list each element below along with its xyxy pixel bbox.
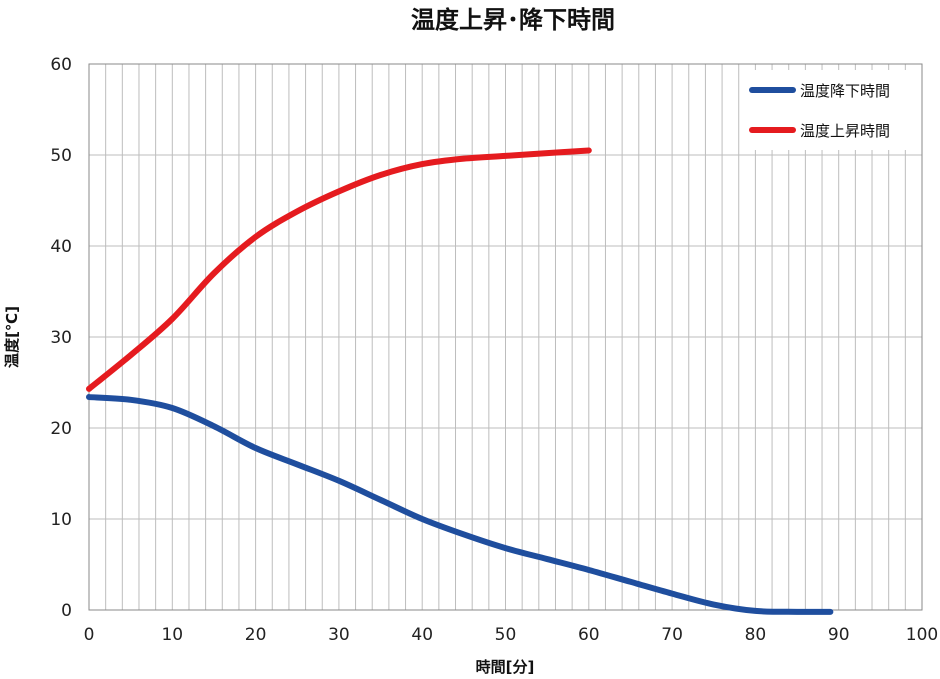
x-tick-label: 50 (495, 625, 517, 645)
y-tick-label: 20 (50, 419, 72, 439)
y-tick-label: 60 (50, 55, 72, 75)
x-tick-label: 30 (328, 625, 350, 645)
x-tick-label: 0 (84, 625, 95, 645)
y-tick-label: 10 (50, 510, 72, 530)
grid (89, 64, 922, 610)
y-tick-label: 0 (61, 601, 72, 621)
y-axis-label: 温度[℃] (3, 306, 21, 368)
plot-frame (88, 63, 923, 611)
x-tick-label: 60 (578, 625, 600, 645)
x-tick-label: 100 (906, 625, 938, 645)
x-tick-label: 40 (411, 625, 433, 645)
x-tick-label: 20 (245, 625, 267, 645)
legend-label-1: 温度降下時間 (800, 82, 890, 100)
x-axis-ticks: 0 10 20 30 40 50 60 70 80 90 100 (84, 625, 939, 645)
legend-background (742, 70, 912, 150)
x-axis-label: 時間[分] (476, 658, 535, 676)
series-lines (86, 147, 834, 615)
y-tick-label: 40 (50, 237, 72, 257)
y-axis-ticks: 0 10 20 30 40 50 60 (50, 55, 72, 621)
chart-title: 温度上昇･降下時間 (411, 6, 615, 34)
x-tick-label: 80 (745, 625, 767, 645)
x-tick-label: 90 (828, 625, 850, 645)
y-tick-label: 50 (50, 146, 72, 166)
legend-label-2: 温度上昇時間 (800, 122, 890, 140)
x-tick-label: 10 (161, 625, 183, 645)
y-tick-label: 30 (50, 328, 72, 348)
series-line-2 (86, 147, 592, 392)
series-line-1 (86, 394, 834, 615)
x-tick-label: 70 (661, 625, 683, 645)
